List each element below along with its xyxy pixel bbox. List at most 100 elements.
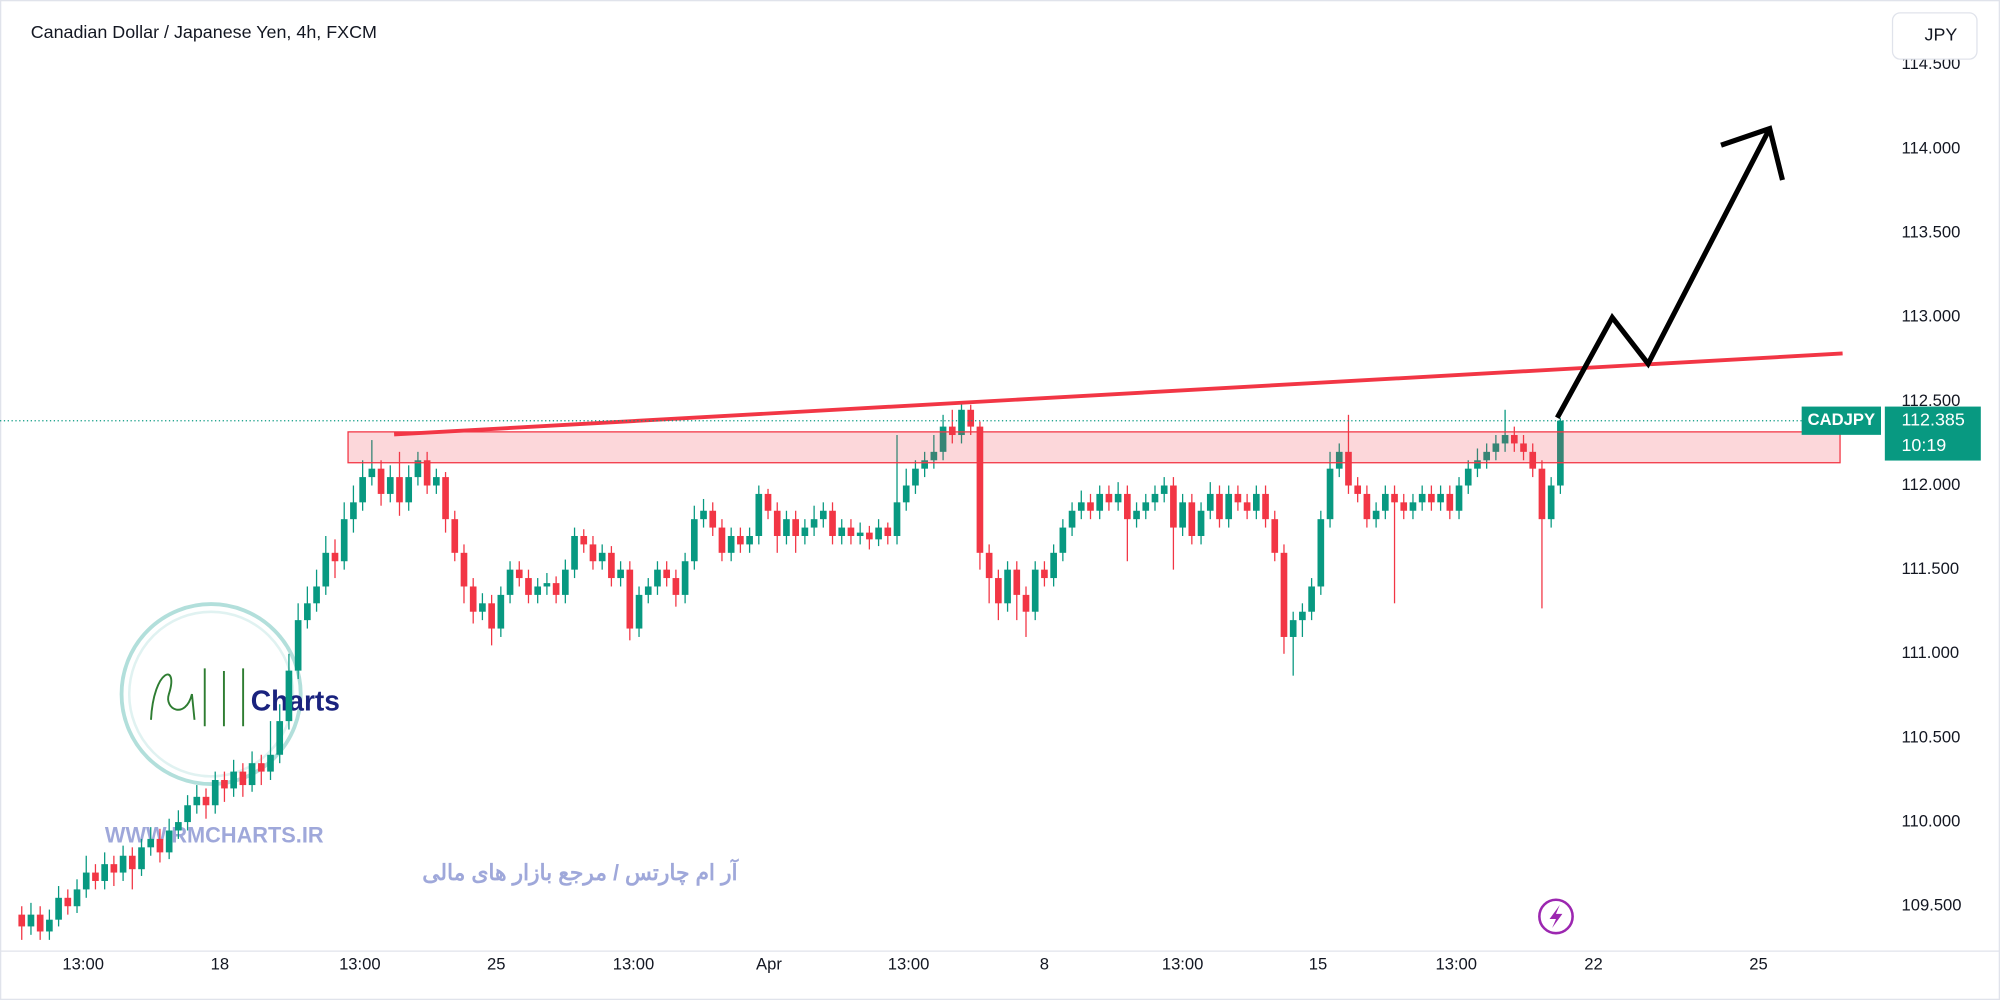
candle-body xyxy=(239,771,247,786)
y-tick-label: 110.000 xyxy=(1901,811,1960,830)
candle-body xyxy=(608,552,615,579)
axes: 109.500 110.000 110.500 111.000 111.500 112.0… xyxy=(0,54,1981,974)
candle-body xyxy=(359,477,366,503)
candle-body xyxy=(681,561,689,595)
candle-body xyxy=(460,552,468,587)
candle-body xyxy=(1059,527,1067,553)
candle-body xyxy=(690,519,698,562)
candle-body xyxy=(119,855,127,873)
candle-body xyxy=(1077,502,1085,511)
candle-body xyxy=(1096,493,1104,511)
candle-body xyxy=(396,477,403,503)
candle-body xyxy=(1234,493,1242,503)
candle-body xyxy=(147,838,155,848)
candle-body xyxy=(175,822,182,831)
candle-body xyxy=(571,535,578,570)
candle-body xyxy=(1188,502,1196,536)
x-tick-label: 25 xyxy=(487,955,505,974)
candle-body xyxy=(700,510,707,520)
candle-body xyxy=(1050,552,1057,579)
candle-body xyxy=(552,583,560,595)
chart-title: Canadian Dollar / Japanese Yen, 4h, FXCM xyxy=(31,22,377,42)
candle-body xyxy=(792,519,799,536)
y-tick-label: 113.500 xyxy=(1901,222,1960,241)
candle-body xyxy=(414,460,422,478)
resistance-zone xyxy=(347,431,1841,464)
candle-body xyxy=(304,603,311,621)
candle-body xyxy=(230,771,237,789)
candle-body xyxy=(773,510,781,536)
candle-body xyxy=(847,527,855,536)
candle-body xyxy=(856,532,864,536)
plot-area xyxy=(18,401,1564,940)
candle-body xyxy=(276,721,284,755)
candle-body xyxy=(1428,493,1435,503)
candle-body xyxy=(377,468,385,494)
replay-button[interactable] xyxy=(1538,898,1574,935)
candle-body xyxy=(783,519,790,536)
lightning[interactable] xyxy=(1549,904,1563,929)
y-tick-label: 110.500 xyxy=(1901,727,1960,746)
candle-body xyxy=(1409,502,1417,511)
x-tick-label: 13:00 xyxy=(613,955,655,974)
candle-body xyxy=(875,527,882,540)
candle-body xyxy=(386,477,394,494)
currency-button-box[interactable] xyxy=(1891,12,1978,60)
candle-body xyxy=(1160,485,1168,494)
candle-body xyxy=(1243,502,1251,511)
watermark-url: WWW.RMCHARTS.IR xyxy=(105,822,324,847)
candle-body xyxy=(672,578,680,595)
candle-body xyxy=(73,889,81,907)
candle-body xyxy=(746,535,753,545)
drawings xyxy=(347,125,1843,464)
candle-body xyxy=(331,552,339,562)
candle-body xyxy=(1253,493,1260,511)
candle-body xyxy=(221,780,228,789)
candle-body xyxy=(718,527,726,553)
candle-body xyxy=(1280,552,1288,637)
candle-body xyxy=(930,451,938,461)
trend-line xyxy=(394,351,1843,437)
candle-body xyxy=(1446,493,1454,511)
candle-body xyxy=(801,527,809,536)
candle-body xyxy=(1041,569,1048,579)
candle-body xyxy=(110,864,118,873)
candle-body xyxy=(1114,493,1122,503)
candle-body xyxy=(211,780,219,806)
candle-body xyxy=(995,578,1002,604)
x-tick-label: 13:00 xyxy=(339,955,381,974)
currency-label[interactable]: JPY xyxy=(1925,25,1958,45)
y-tick-label: 114.000 xyxy=(1901,138,1960,157)
candle-body xyxy=(1289,620,1297,637)
candle-body xyxy=(1557,420,1564,486)
candle-body xyxy=(1197,510,1205,536)
currency-button[interactable]: JPY xyxy=(1891,12,1978,60)
candle-body xyxy=(654,569,661,587)
candle-body xyxy=(1317,519,1325,587)
candle-body xyxy=(92,872,99,881)
candle-body xyxy=(884,527,892,536)
candle-body xyxy=(18,914,26,927)
x-tick-label: 15 xyxy=(1309,955,1327,974)
candle-body xyxy=(737,535,744,545)
candle-body xyxy=(1483,451,1490,461)
y-tick-label: 112.000 xyxy=(1901,475,1960,494)
x-tick-label: 25 xyxy=(1749,955,1767,974)
candle-body xyxy=(598,552,606,562)
candle-body xyxy=(165,830,173,853)
candle-body xyxy=(1087,502,1094,511)
candle-body xyxy=(46,919,53,932)
candle-body xyxy=(1391,493,1398,503)
candle-body xyxy=(515,569,523,579)
candle-body xyxy=(921,460,928,469)
candle-body xyxy=(294,620,302,671)
candle-body xyxy=(285,670,293,722)
candle-body xyxy=(1372,510,1380,520)
candle-body xyxy=(893,502,901,536)
arrow-head xyxy=(1720,125,1785,181)
candle-body xyxy=(1418,493,1426,503)
logo-mark xyxy=(150,668,245,727)
candle-body xyxy=(1308,586,1315,612)
y-tick-label: 112.500 xyxy=(1901,391,1960,410)
